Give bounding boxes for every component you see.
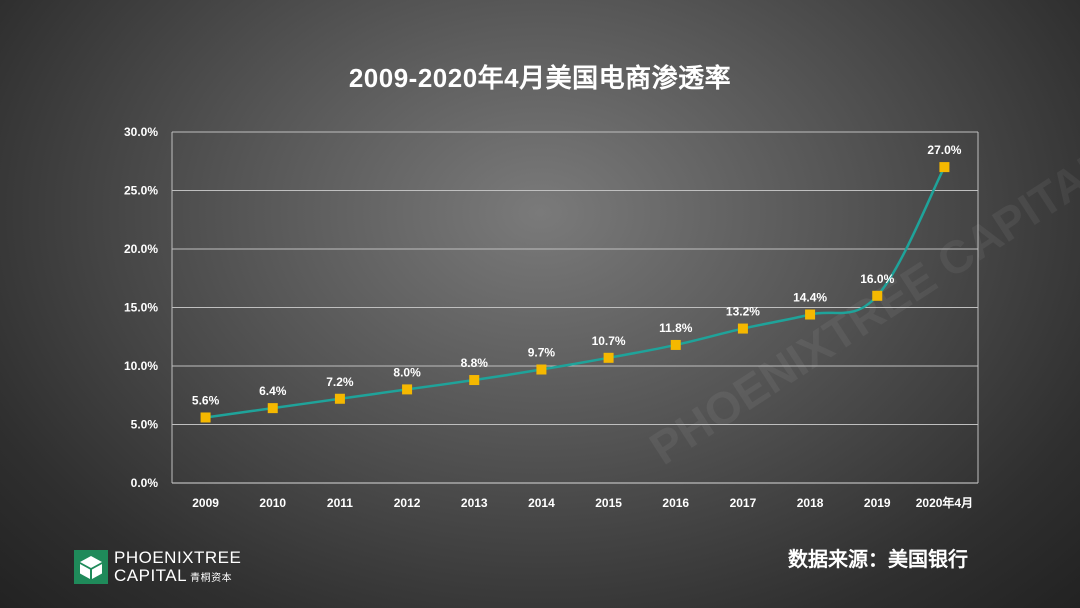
y-tick-label: 25.0% xyxy=(124,184,158,198)
data-label: 8.0% xyxy=(393,365,421,379)
data-point-marker xyxy=(267,403,278,414)
y-tick-label: 5.0% xyxy=(131,418,159,432)
x-tick-label: 2009 xyxy=(192,496,219,510)
data-label: 13.2% xyxy=(726,305,760,319)
data-point-marker xyxy=(872,290,883,301)
x-tick-label: 2010 xyxy=(259,496,286,510)
data-point-marker xyxy=(939,162,950,173)
logo: PHOENIXTREE CAPITAL 青桐资本 xyxy=(74,549,241,584)
y-tick-label: 20.0% xyxy=(124,242,158,256)
data-point-marker xyxy=(805,309,816,320)
y-tick-label: 15.0% xyxy=(124,301,158,315)
y-axis-ticks: 0.0% 5.0% 10.0% 15.0% 20.0% 25.0% 30.0% xyxy=(124,125,158,490)
data-label: 5.6% xyxy=(192,393,220,407)
data-label: 11.8% xyxy=(659,321,693,335)
data-point-marker xyxy=(670,339,681,350)
y-tick-label: 0.0% xyxy=(131,476,159,490)
x-tick-label: 2012 xyxy=(394,496,421,510)
x-tick-label: 2011 xyxy=(327,496,353,510)
source-note: 数据来源：美国银行 xyxy=(788,549,968,571)
data-label: 7.2% xyxy=(326,375,354,389)
x-tick-label: 2015 xyxy=(595,496,622,510)
gridlines xyxy=(171,131,979,484)
x-tick-label: 2019 xyxy=(864,496,891,510)
chart-title: 2009-2020年4月美国电商渗透率 xyxy=(348,63,732,93)
y-tick-label: 30.0% xyxy=(124,125,158,139)
data-point-marker xyxy=(469,375,480,386)
data-label: 16.0% xyxy=(860,272,894,286)
x-tick-label: 2017 xyxy=(730,496,757,510)
data-label: 10.7% xyxy=(592,334,626,348)
data-labels: 5.6% 6.4% 7.2% 8.0% 8.8% 9.7% 10.7% 11.8% 13.2% 1… xyxy=(192,143,962,407)
logo-text-line1: PHOENIXTREE xyxy=(114,548,242,567)
data-point-marker xyxy=(334,393,345,404)
x-tick-label: 2013 xyxy=(461,496,488,510)
data-label: 8.8% xyxy=(461,356,489,370)
data-label: 6.4% xyxy=(259,384,287,398)
data-label: 27.0% xyxy=(927,143,961,157)
logo-text-cn: 青桐资本 xyxy=(190,573,233,584)
x-tick-label: 2018 xyxy=(797,496,824,510)
series-line xyxy=(205,166,946,419)
y-tick-label: 10.0% xyxy=(124,359,158,373)
data-point-marker xyxy=(402,384,413,395)
data-point-marker xyxy=(200,412,211,423)
x-tick-label: 2014 xyxy=(528,496,555,510)
data-label: 14.4% xyxy=(793,291,827,305)
x-tick-label: 2020年4月 xyxy=(916,495,973,510)
logo-text-line2: CAPITAL xyxy=(114,566,188,585)
data-label: 9.7% xyxy=(528,346,556,360)
series-markers xyxy=(200,162,950,423)
x-axis-ticks: 2009 2010 2011 2012 2013 2014 2015 2016 2017 2018… xyxy=(192,495,973,510)
series-line-path xyxy=(205,166,946,419)
phoenixtree-logo-icon xyxy=(74,549,108,584)
data-point-marker xyxy=(603,352,614,363)
data-point-marker xyxy=(737,323,748,334)
data-point-marker xyxy=(536,364,547,375)
x-tick-label: 2016 xyxy=(662,496,689,510)
